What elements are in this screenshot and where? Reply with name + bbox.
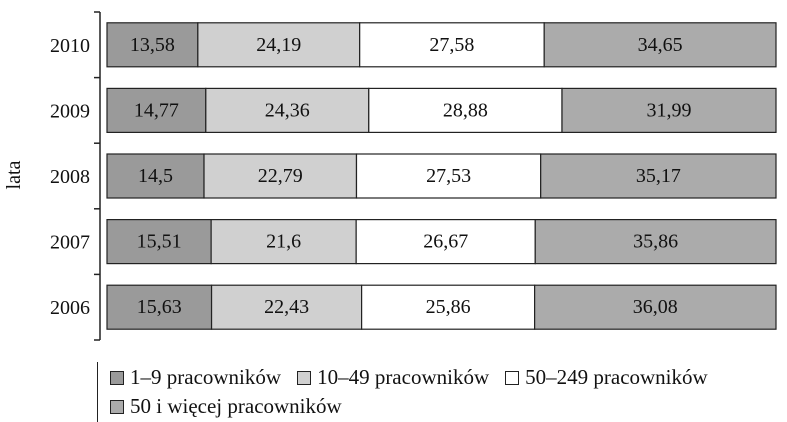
bar-segment [361, 284, 536, 330]
legend-swatch [505, 370, 520, 385]
y-axis-title: lata [3, 160, 25, 189]
bar-segment [534, 284, 777, 330]
legend-label: 10–49 pracowników [317, 365, 490, 389]
legend-row-1: 1–9 pracowników 10–49 pracowników 50–249… [110, 365, 724, 390]
bar-segment [106, 87, 207, 134]
data-label: 25,86 [426, 296, 471, 318]
bar-segment [106, 22, 199, 68]
bar-segment [540, 153, 777, 199]
bar-segment [210, 219, 357, 265]
legend-swatch [110, 399, 124, 414]
data-label: 15,63 [137, 296, 182, 318]
bar-segment [534, 219, 777, 265]
data-label: 22,79 [258, 165, 303, 187]
bar-segment [355, 219, 536, 265]
category-label: 2008 [50, 166, 90, 188]
stacked-bar-chart: 2010 2009 2008 2007 2006 13,58 24,19 27,58 34,6… [3, 11, 777, 341]
legend-item: 10–49 pracowników [297, 365, 489, 390]
category-label: 2007 [50, 232, 90, 254]
data-label: 24,36 [265, 99, 310, 121]
data-label: 34,65 [638, 34, 683, 56]
category-label: 2006 [50, 297, 90, 319]
data-label: 14,77 [134, 99, 179, 121]
legend-swatch [110, 370, 124, 385]
legend-label: 1–9 pracowników [130, 365, 282, 389]
bar-segment [355, 153, 542, 199]
bars [106, 22, 777, 330]
bar-segment [543, 22, 777, 68]
bar-segment [197, 22, 361, 68]
y-axis: 2010 2009 2008 2007 2006 [50, 11, 101, 341]
data-label: 27,58 [429, 34, 474, 56]
bar-segment [561, 87, 777, 134]
legend-item: 50 i więcej pracowników [110, 394, 342, 419]
category-label: 2010 [50, 35, 90, 57]
data-label: 26,67 [423, 231, 468, 253]
data-label: 14,5 [138, 165, 173, 187]
data-label: 27,53 [426, 165, 471, 187]
data-label: 31,99 [646, 99, 691, 121]
bar-segment [106, 284, 213, 330]
data-label: 36,08 [633, 296, 678, 318]
data-label: 22,43 [264, 296, 309, 318]
legend-swatch [297, 370, 312, 385]
data-label: 15,51 [137, 231, 182, 253]
bar-segment [106, 153, 205, 199]
legend-label: 50–249 pracowników [525, 365, 708, 389]
bar-segment [106, 219, 212, 265]
data-label: 35,86 [633, 231, 678, 253]
bar-segment [359, 22, 545, 68]
data-labels: 13,58 24,19 27,58 34,65 14,77 24,36 28,88 31,99… [130, 34, 692, 318]
legend-label: 50 i więcej pracowników [130, 394, 342, 418]
data-label: 28,88 [443, 99, 488, 121]
data-label: 24,19 [256, 34, 301, 56]
legend-row-2: 50 i więcej pracowników [110, 394, 358, 419]
legend-item: 1–9 pracowników [110, 365, 281, 390]
bar-segment [205, 87, 370, 134]
data-label: 35,17 [636, 165, 681, 187]
legend: 1–9 pracowników 10–49 pracowników 50–249… [97, 362, 787, 422]
data-label: 13,58 [130, 34, 175, 56]
legend-item: 50–249 pracowników [505, 365, 708, 390]
category-label: 2009 [50, 100, 90, 122]
data-label: 21,6 [266, 231, 301, 253]
